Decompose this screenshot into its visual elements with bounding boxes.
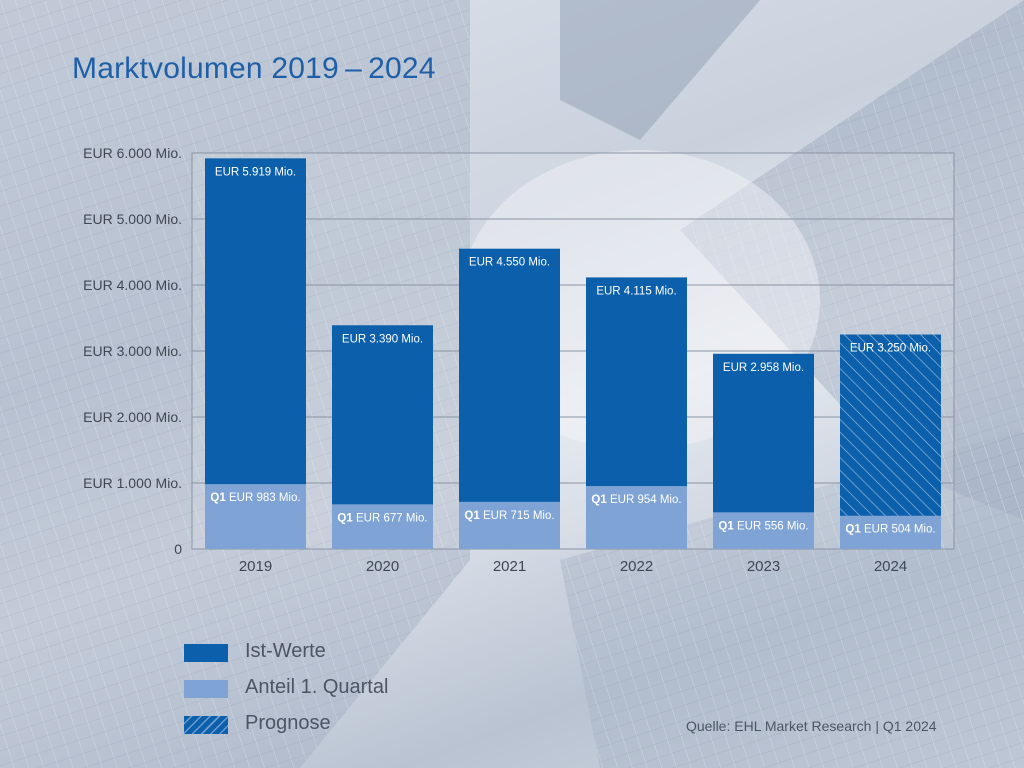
x-tick-label: 2022 — [620, 558, 653, 575]
bar-q1-share — [586, 486, 687, 549]
x-tick-label: 2024 — [874, 558, 907, 575]
bar-actual — [459, 248, 560, 549]
bar-forecast — [840, 334, 941, 549]
legend-swatch-quarter — [184, 680, 228, 698]
x-tick-label: 2023 — [747, 558, 780, 575]
y-tick-label: EUR 1.000 Mio. — [83, 475, 182, 491]
bar-value-label: EUR 3.390 Mio. — [342, 333, 423, 345]
bar-value-label: EUR 3.250 Mio. — [850, 343, 931, 355]
q1-value-label: Q1 EUR 504 Mio. — [845, 524, 935, 536]
bar-q1-share — [840, 515, 941, 549]
y-tick-label: EUR 5.000 Mio. — [83, 211, 182, 227]
q1-value-label: Q1 EUR 983 Mio. — [210, 492, 300, 504]
bar-q1-share — [332, 504, 433, 549]
y-tick-label: EUR 6.000 Mio. — [83, 145, 182, 161]
q1-value-label: Q1 EUR 954 Mio. — [591, 494, 681, 506]
legend-swatch-forecast — [184, 716, 228, 734]
bar-q1-share — [459, 501, 560, 549]
x-tick-label: 2021 — [493, 558, 526, 575]
q1-value-label: Q1 EUR 715 Mio. — [464, 510, 554, 522]
x-tick-label: 2019 — [239, 558, 272, 575]
bar-q1-share — [205, 484, 306, 549]
bar-value-label: EUR 4.550 Mio. — [469, 257, 550, 269]
y-tick-label: 0 — [174, 541, 182, 557]
bar-actual — [205, 158, 306, 549]
y-tick-label: EUR 3.000 Mio. — [83, 343, 182, 359]
legend-label: Anteil 1. Quartal — [245, 676, 389, 698]
legend-label: Prognose — [245, 712, 331, 734]
y-tick-label: EUR 4.000 Mio. — [83, 277, 182, 293]
bar-q1-share — [713, 512, 814, 549]
q1-value-label: Q1 EUR 677 Mio. — [337, 512, 427, 524]
legend-label: Ist-Werte — [245, 640, 326, 662]
legend-swatch-actual — [184, 644, 228, 662]
bar-value-label: EUR 4.115 Mio. — [596, 285, 676, 297]
source-note: Quelle: EHL Market Research | Q1 2024 — [686, 718, 937, 734]
y-tick-label: EUR 2.000 Mio. — [83, 409, 182, 425]
bar-value-label: EUR 5.919 Mio. — [215, 166, 296, 178]
q1-value-label: Q1 EUR 556 Mio. — [718, 520, 808, 532]
chart-title: Marktvolumen 2019 – 2024 — [72, 52, 436, 85]
bar-value-label: EUR 2.958 Mio. — [723, 362, 804, 374]
x-tick-label: 2020 — [366, 558, 399, 575]
